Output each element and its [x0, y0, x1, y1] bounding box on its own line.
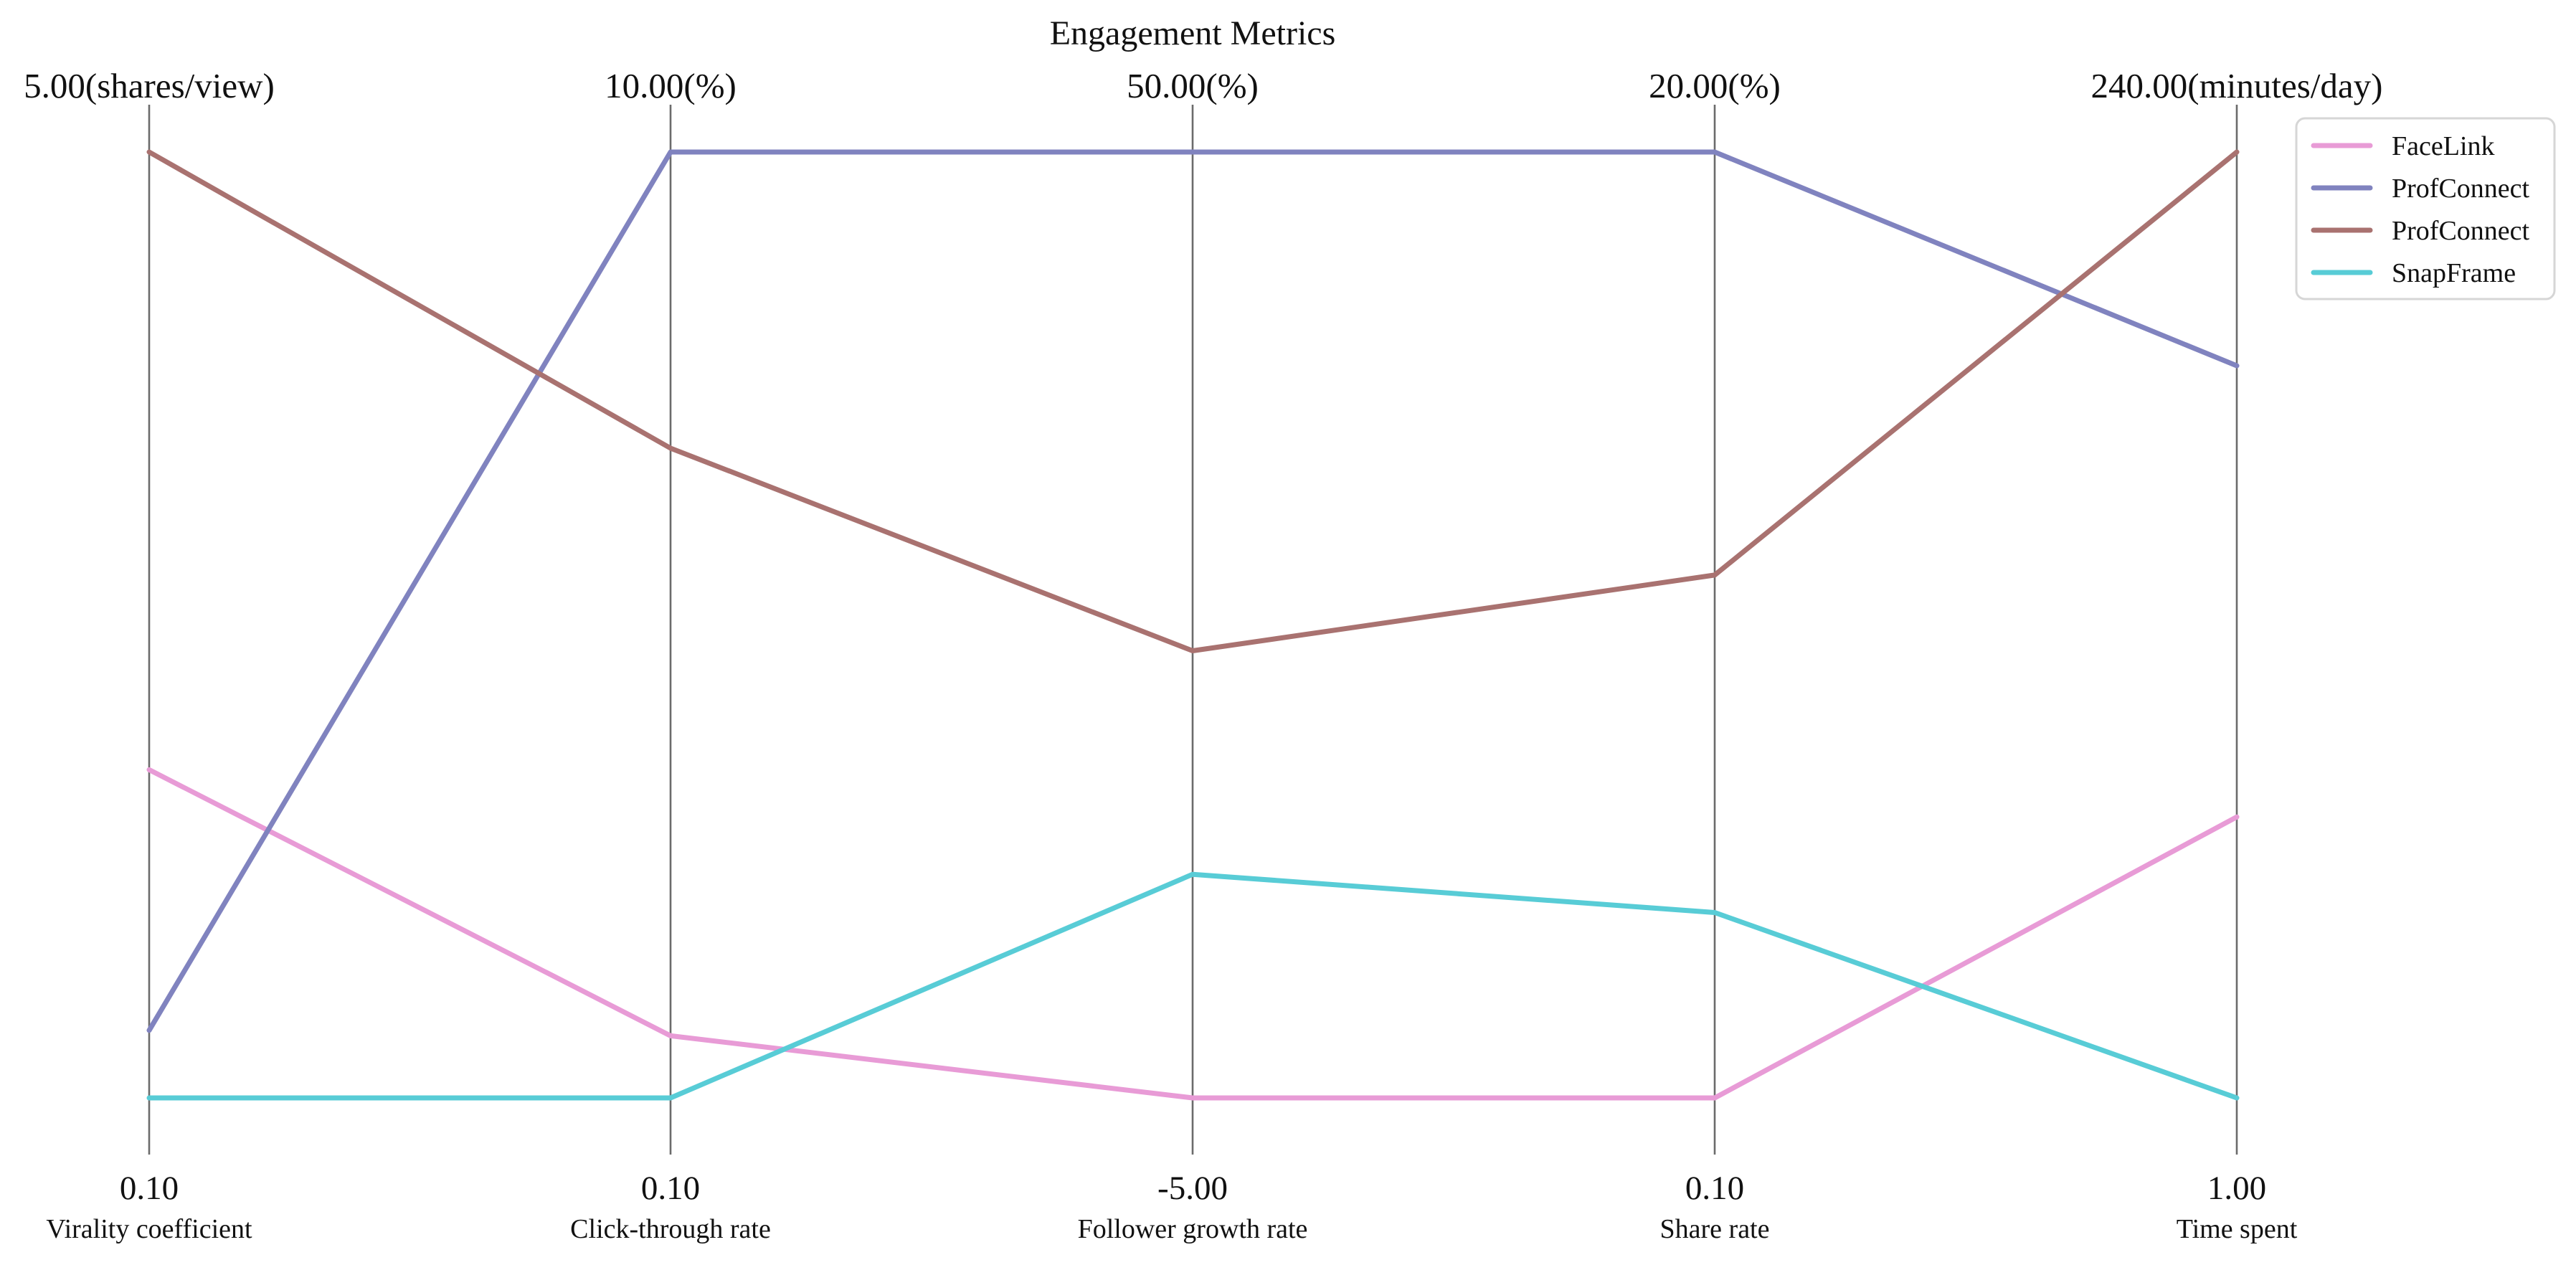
axis-max-label-1: 5.00(shares/view): [24, 66, 275, 105]
legend-label-3: ProfConnect: [2392, 216, 2530, 246]
axis-min-label-5: 1.00: [2207, 1170, 2266, 1207]
legend-label-2: ProfConnect: [2392, 174, 2530, 204]
legend-label-1: FaceLink: [2392, 131, 2495, 161]
series-line-2: [146, 149, 2240, 1033]
legend-label-4: SnapFrame: [2392, 258, 2516, 288]
series-layer: [146, 149, 2240, 1101]
series-line-1: [146, 767, 2240, 1101]
series-line-4: [146, 871, 2240, 1101]
axes-layer: [148, 105, 2238, 1155]
axis-max-label-5: 240.00(minutes/day): [2091, 66, 2383, 105]
legend-box: [2295, 117, 2556, 300]
axis-max-label-4: 20.00(%): [1649, 66, 1781, 105]
axis-min-label-1: 0.10: [120, 1170, 179, 1207]
axis-name-5: Time spent: [2177, 1214, 2298, 1244]
chart-title: Engagement Metrics: [1050, 14, 1336, 52]
axis-name-1: Virality coefficient: [46, 1214, 252, 1244]
legend: FaceLink ProfConnect ProfConnect SnapFrame: [2295, 117, 2556, 300]
axis-min-label-3: -5.00: [1157, 1170, 1228, 1207]
axis-name-4: Share rate: [1660, 1214, 1770, 1244]
labels-layer: Engagement Metrics 5.00(shares/view) 0.10 V…: [24, 14, 2382, 1244]
axis-name-2: Click-through rate: [570, 1214, 771, 1244]
axis-min-label-4: 0.10: [1685, 1170, 1744, 1207]
axis-max-label-3: 50.00(%): [1127, 66, 1259, 105]
axis-max-label-2: 10.00(%): [605, 66, 737, 105]
axis-name-3: Follower growth rate: [1078, 1214, 1308, 1244]
series-line-3: [146, 149, 2240, 653]
axis-min-label-2: 0.10: [641, 1170, 700, 1207]
